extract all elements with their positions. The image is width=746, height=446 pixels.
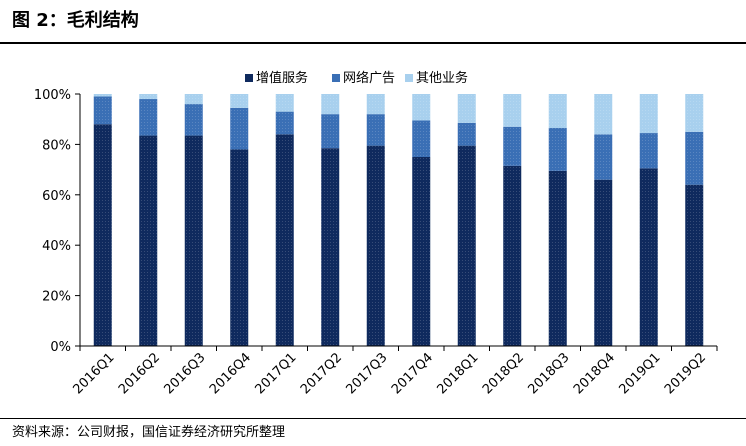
legend-swatch-3 [405,74,413,82]
bar-texture [184,104,203,136]
bar-texture [639,133,658,169]
bar-texture [275,111,294,135]
x-axis: 2016Q12016Q22016Q32016Q42017Q12017Q22017… [70,345,718,397]
bar-texture [321,114,340,149]
legend-swatch-2 [332,74,340,82]
bar-texture [685,94,704,132]
bar-texture [639,94,658,134]
bar-texture [230,149,249,346]
bar-texture [685,184,704,346]
x-tick-label: 2019Q2 [662,350,709,397]
y-tick-label: 60% [42,189,71,204]
bar-texture [503,126,522,166]
x-tick-label: 2017Q4 [389,350,436,397]
bar-texture [594,94,613,135]
y-axis: 0% 20% 40% 60% 80% 100% [34,88,81,355]
bar-texture [366,145,385,346]
bar-texture [548,170,567,346]
title-bar: 图 2：毛利结构 [0,0,746,44]
y-tick-label: 40% [42,239,71,254]
bar-texture [139,99,158,136]
x-tick-label: 2016Q4 [207,350,254,397]
chart-area: 增值服务 网络广告 其他业务 0% 20% 40% 60% 80% 100% 2016Q1 20… [0,44,746,416]
y-tick-label: 0% [50,340,71,355]
bar-texture [139,135,158,346]
x-tick-label: 2016Q2 [116,350,163,397]
bar-texture [457,122,476,146]
x-tick-label: 2018Q2 [480,350,527,397]
chart-title: 图 2：毛利结构 [12,10,139,31]
bar-texture [230,94,249,108]
bar-texture [93,96,112,125]
bar-texture [594,179,613,346]
legend-label-1: 增值服务 [256,70,308,86]
bar-texture [457,94,476,123]
x-tick-label: 2017Q3 [343,350,390,397]
legend: 增值服务 网络广告 其他业务 [245,70,468,86]
bar-texture [639,168,658,346]
source-note: 资料来源：公司财报，国信证券经济研究所整理 [12,425,286,440]
bar-texture [503,94,522,127]
y-tick-label: 80% [42,138,71,153]
bar-texture [412,120,431,157]
footer: 资料来源：公司财报，国信证券经济研究所整理 [0,418,746,446]
bar-texture [184,135,203,346]
legend-swatch-1 [245,74,253,82]
x-tick-label: 2018Q3 [525,350,572,397]
bar-texture [184,94,203,105]
bar-texture [685,131,704,185]
bar-texture [366,94,385,115]
bar-texture [93,94,112,97]
bar-texture [230,107,249,150]
x-tick-label: 2018Q1 [434,350,481,397]
bar-texture [321,94,340,115]
legend-label-3: 其他业务 [416,70,468,86]
bar-texture [412,94,431,121]
x-tick-label: 2017Q1 [252,350,299,397]
x-tick-label: 2017Q2 [298,350,345,397]
bar-texture [548,128,567,171]
bar-texture [275,94,294,112]
bar-texture [366,114,385,146]
x-tick-label: 2018Q4 [571,350,618,397]
bar-texture [548,94,567,129]
bar-texture [139,94,158,100]
bar-texture [503,165,522,346]
bar-texture [321,148,340,346]
bar-texture [412,157,431,346]
bar-texture [594,134,613,180]
bars [93,94,704,347]
x-tick-label: 2016Q3 [161,350,208,397]
bar-texture [457,145,476,346]
x-tick-label: 2019Q1 [616,350,663,397]
y-tick-label: 20% [42,290,71,305]
stacked-bar-chart: 增值服务 网络广告 其他业务 0%20%40%60%80%100% 2016Q120… [34,70,718,397]
y-tick-label: 100% [34,88,71,103]
x-tick-label: 2016Q1 [70,350,117,397]
bar-texture [93,124,112,347]
bar-texture [275,134,294,346]
legend-label-2: 网络广告 [343,70,395,86]
